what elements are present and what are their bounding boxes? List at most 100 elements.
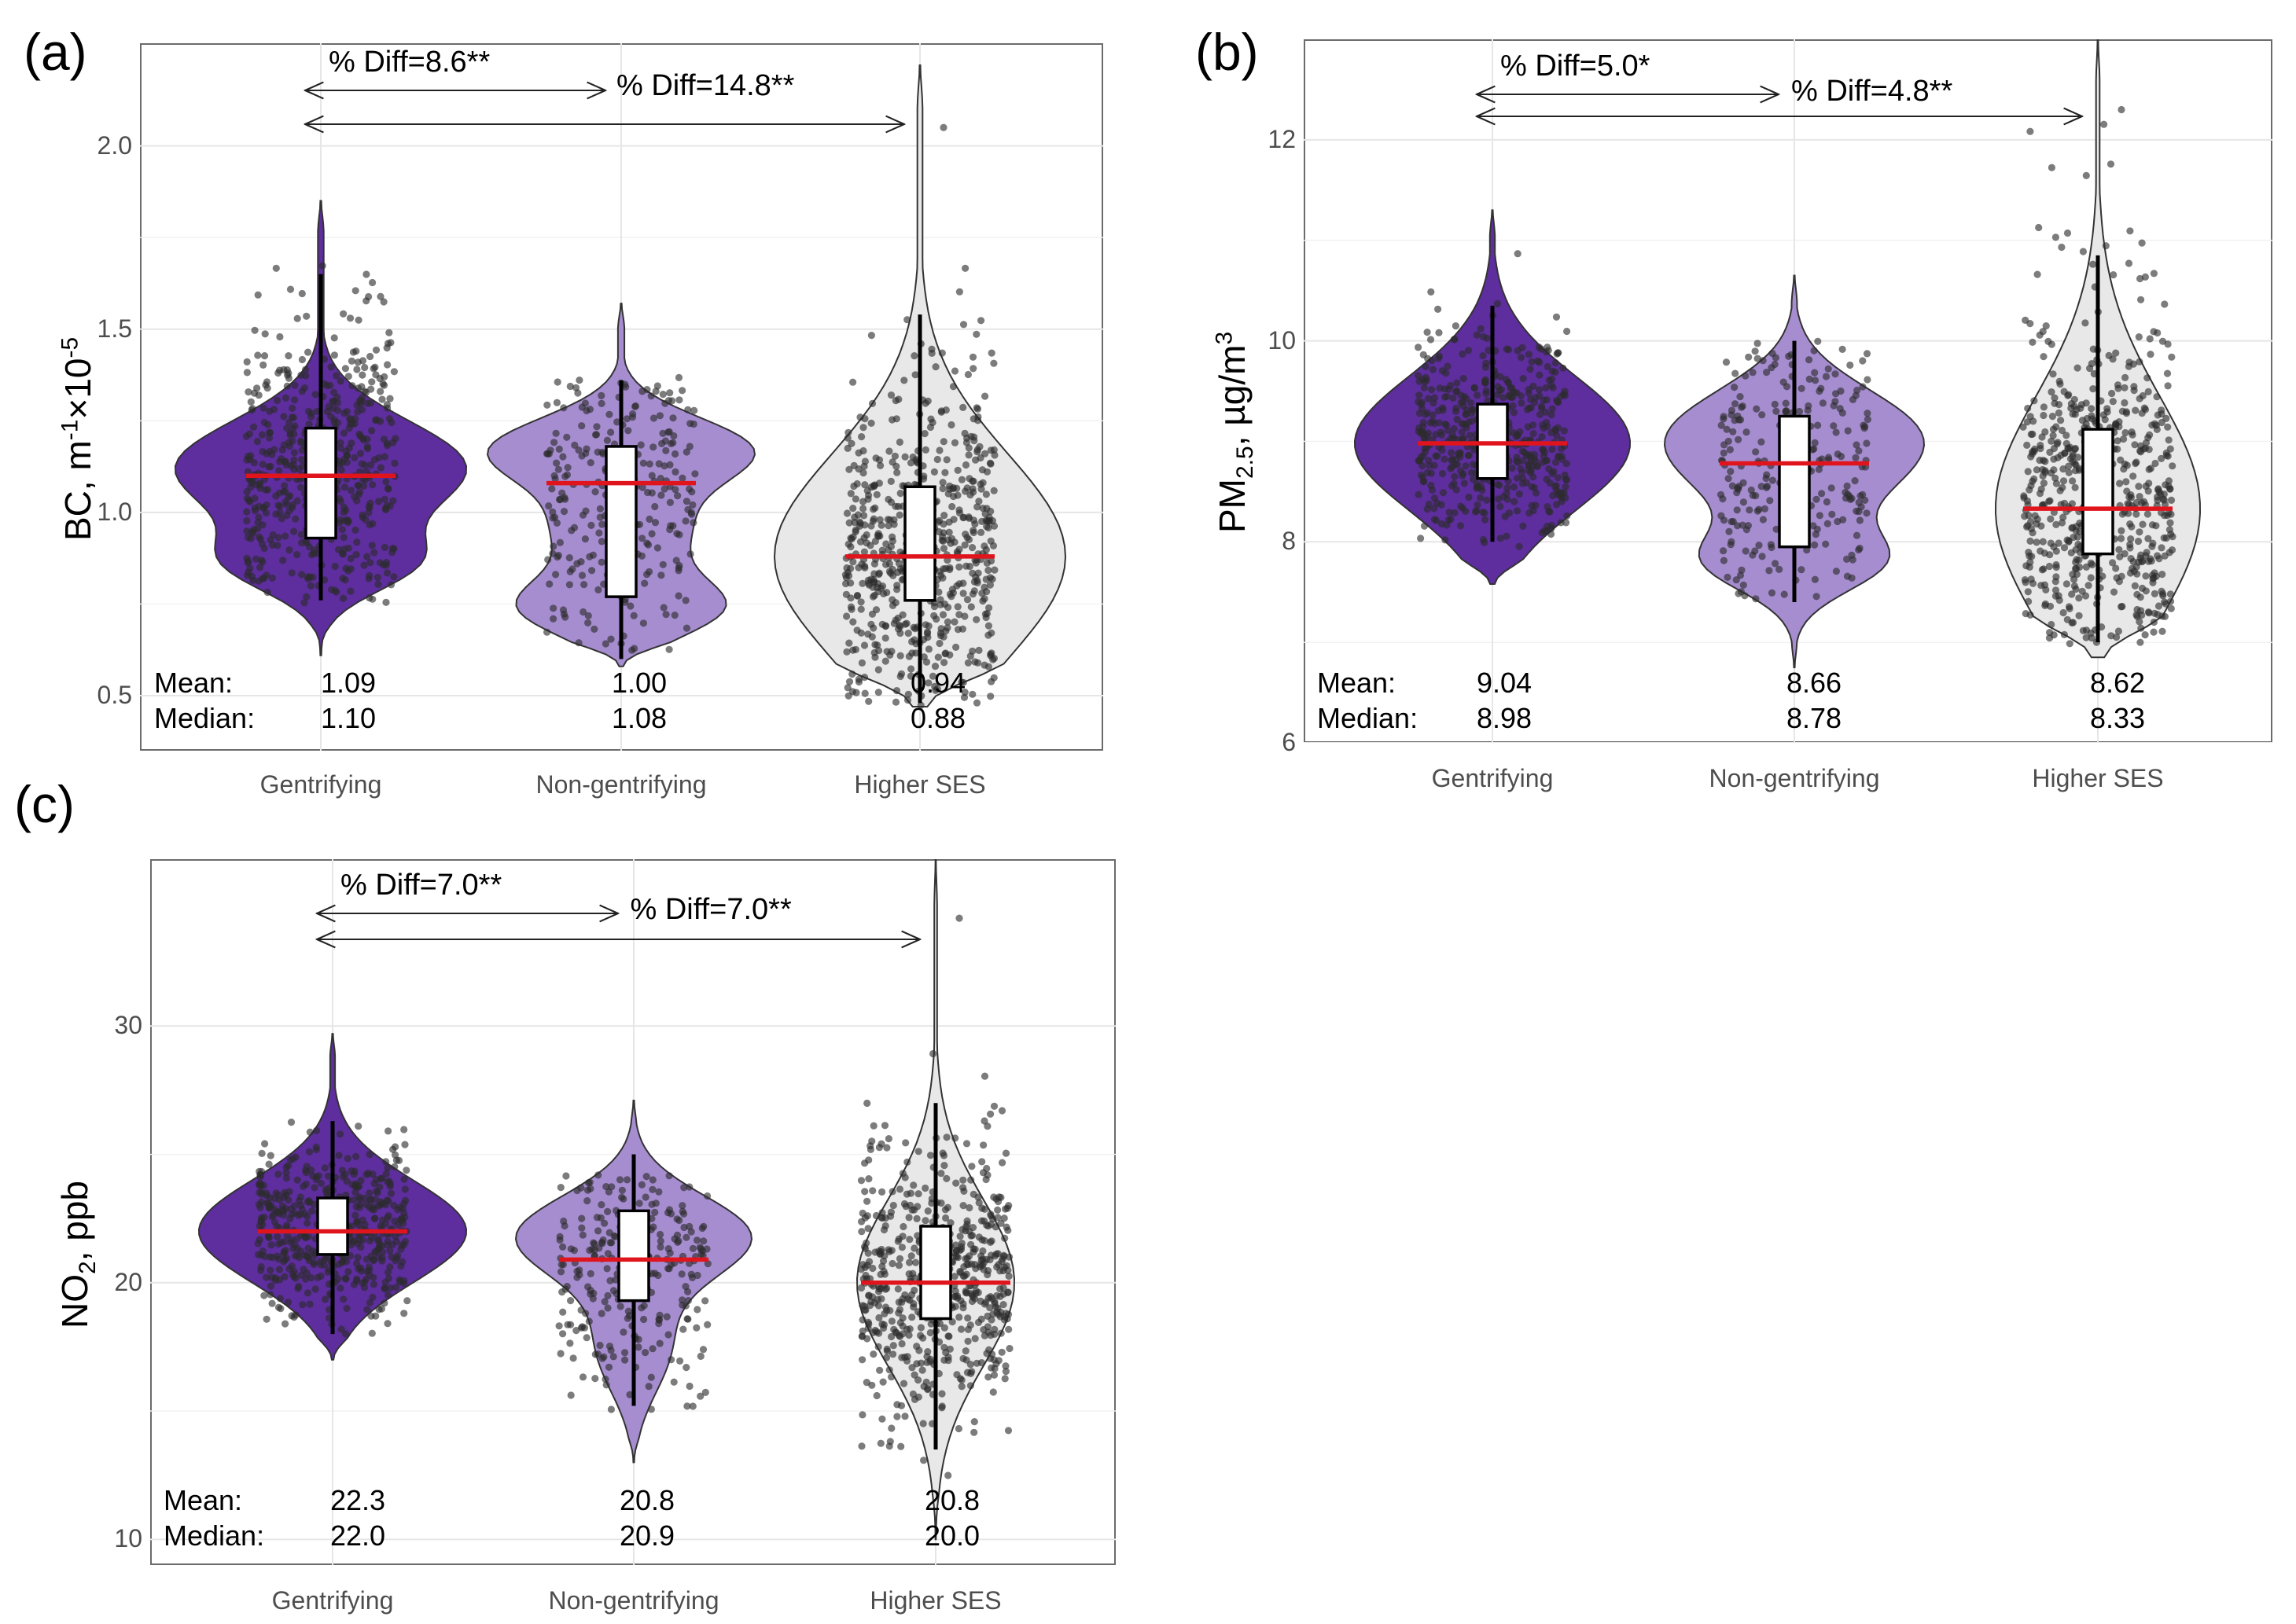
data-point: [558, 1288, 566, 1296]
data-point: [1427, 481, 1435, 490]
data-point: [2118, 572, 2125, 580]
data-point: [554, 551, 562, 560]
data-point: [257, 1266, 265, 1274]
data-point: [888, 1373, 896, 1381]
data-point: [683, 624, 691, 632]
data-point: [1420, 477, 1428, 485]
data-point: [275, 467, 283, 475]
data-point: [1731, 369, 1739, 377]
data-point: [968, 1297, 977, 1306]
data-point: [1430, 494, 1439, 502]
data-point: [247, 398, 255, 406]
data-point: [1809, 522, 1817, 530]
data-point: [2142, 444, 2150, 452]
data-point: [944, 490, 952, 498]
data-point: [249, 576, 257, 584]
data-point: [2127, 535, 2135, 543]
data-point: [657, 475, 664, 483]
data-point: [2117, 456, 2125, 464]
data-point: [1538, 432, 1546, 441]
data-point: [2154, 411, 2162, 419]
data-point: [616, 1303, 624, 1310]
data-point: [556, 1236, 564, 1244]
data-point: [2023, 418, 2031, 426]
data-point: [1819, 399, 1827, 407]
data-point: [343, 458, 351, 466]
data-point: [860, 462, 868, 470]
data-point: [990, 674, 998, 682]
data-point: [265, 1160, 273, 1168]
data-point: [857, 598, 865, 606]
data-point: [959, 1304, 967, 1312]
data-point: [952, 1179, 960, 1187]
data-point: [377, 388, 385, 395]
data-point: [1763, 369, 1771, 377]
data-point: [2144, 608, 2152, 616]
data-point: [2144, 388, 2152, 395]
data-point: [689, 501, 697, 509]
data-point: [1742, 372, 1750, 380]
data-point: [1429, 366, 1437, 373]
data-point: [1549, 491, 1557, 500]
data-point: [861, 1188, 869, 1196]
data-point: [562, 1172, 570, 1180]
data-point: [848, 439, 855, 447]
data-point: [1562, 476, 1569, 483]
data-point: [1481, 379, 1489, 387]
data-point: [2132, 460, 2140, 468]
data-point: [2089, 385, 2097, 393]
data-point: [861, 481, 869, 489]
data-point: [1000, 1214, 1008, 1222]
data-point: [1536, 392, 1544, 400]
data-point: [959, 1202, 967, 1210]
data-point: [1746, 506, 1753, 514]
data-point: [859, 1411, 867, 1419]
data-point: [281, 457, 289, 465]
data-point: [1729, 428, 1737, 435]
data-point: [365, 1271, 373, 1279]
data-point: [288, 504, 296, 512]
data-point: [626, 1391, 634, 1398]
data-point: [954, 466, 962, 474]
data-point: [867, 542, 874, 549]
data-point: [268, 1299, 276, 1307]
data-point: [843, 509, 852, 517]
data-point: [552, 571, 560, 579]
data-point: [2150, 328, 2158, 336]
data-point: [2070, 395, 2078, 403]
data-point: [675, 592, 683, 600]
data-point: [258, 1149, 266, 1157]
data-point: [1434, 305, 1442, 313]
data-point: [642, 1173, 650, 1181]
data-point: [930, 468, 938, 476]
data-point: [1527, 466, 1535, 475]
data-point: [299, 1301, 307, 1309]
data-point: [865, 697, 873, 705]
data-point: [656, 412, 664, 420]
data-point: [579, 1231, 587, 1239]
data-point: [266, 1194, 274, 1202]
data-point: [2107, 160, 2115, 168]
data-point: [867, 522, 875, 530]
data-point: [693, 1236, 701, 1244]
data-point: [882, 560, 890, 568]
mean-value: 9.04: [1477, 667, 1533, 699]
panel-label: (c): [14, 775, 75, 833]
data-point: [1420, 384, 1428, 391]
data-point: [860, 674, 869, 682]
data-point: [973, 615, 981, 623]
data-point: [285, 352, 293, 360]
data-point: [382, 598, 390, 606]
data-point: [909, 1269, 917, 1277]
data-point: [368, 427, 376, 435]
data-point: [936, 446, 944, 454]
data-point: [2138, 239, 2146, 247]
data-point: [686, 1183, 694, 1191]
data-point: [384, 484, 392, 493]
data-point: [955, 288, 963, 296]
data-point: [656, 1339, 664, 1347]
data-point: [848, 671, 856, 678]
data-point: [248, 479, 256, 487]
data-point: [543, 628, 551, 636]
data-point: [987, 1332, 995, 1339]
